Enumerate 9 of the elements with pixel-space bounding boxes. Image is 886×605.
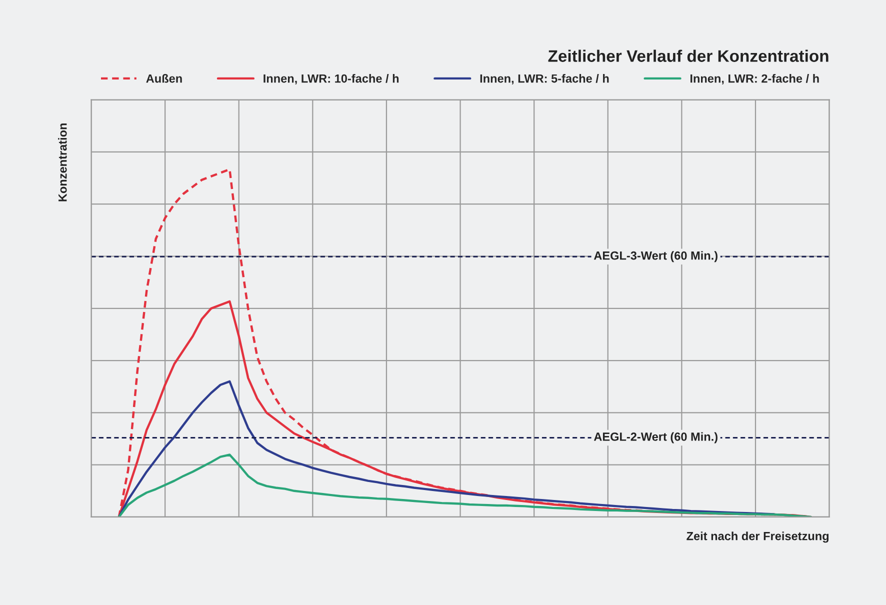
- ref-line-label: AEGL-3-Wert (60 Min.): [594, 251, 718, 262]
- legend-label: Innen, LWR: 5-fache / h: [480, 74, 609, 84]
- ref-line-label: AEGL-2-Wert (60 Min.): [594, 432, 718, 444]
- legend-label: Innen, LWR: 2-fache / h: [690, 74, 819, 84]
- y-axis-title: Konzentration: [58, 123, 67, 202]
- x-axis-title: Zeit nach der Freisetzung: [686, 532, 829, 543]
- chart-title: Zeitlicher Verlauf der Konzentration: [548, 50, 828, 62]
- legend-label: Außen: [146, 74, 182, 83]
- legend-label: Innen, LWR: 10-fache / h: [264, 74, 399, 84]
